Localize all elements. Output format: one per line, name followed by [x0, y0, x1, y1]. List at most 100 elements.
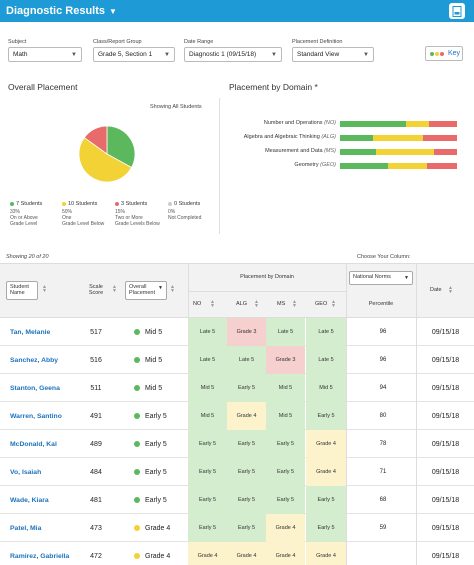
table-header: Student Name ▲ ▼ Scale Score ▲ ▼ Overall P…	[0, 263, 474, 319]
placement-dot	[134, 525, 140, 531]
showing-all-students: Showing All Students	[150, 104, 202, 110]
scale-score: 489	[90, 440, 102, 448]
class-select[interactable]: Grade 5, Section 1 ▼	[93, 47, 175, 62]
student-name-link[interactable]: Vo, Isaiah	[10, 468, 42, 476]
chevron-down-icon: ▼	[71, 52, 77, 58]
alg-header[interactable]: ALG	[236, 301, 248, 307]
key-dot-yellow	[435, 51, 439, 56]
norms-select[interactable]: National Norms ▼	[349, 271, 413, 285]
domain-cell-ms: Grade 4	[266, 542, 305, 565]
placement-value: Grade 4	[145, 552, 171, 560]
overall-placement-title: Overall Placement	[8, 82, 78, 92]
domain-cell-no: Mid 5	[188, 402, 227, 430]
print-button[interactable]	[449, 3, 465, 19]
domain-cell-alg: Late 5	[227, 346, 266, 374]
date-value: 09/15/18	[431, 440, 460, 448]
table-row[interactable]: Sanchez, Abby 516 Mid 5 Late 5 Late 5 Grade 3…	[0, 346, 474, 374]
domain-abbr: (MS)	[324, 148, 336, 154]
student-name-header[interactable]: Student Name	[6, 281, 38, 300]
key-button[interactable]: Key	[425, 46, 463, 61]
legend-count: 10 Students	[68, 201, 98, 207]
subject-select[interactable]: Math ▼	[8, 47, 82, 62]
table-row[interactable]: Warren, Santino 491 Early 5 Mid 5 Grade 4 Mid…	[0, 402, 474, 430]
date-header[interactable]: Date	[430, 287, 442, 293]
domain-bar-red	[426, 163, 457, 169]
column-divider	[346, 264, 347, 319]
student-name-link[interactable]: Warren, Santino	[10, 412, 62, 420]
student-name-link[interactable]: Tan, Melanie	[10, 328, 51, 336]
table-row[interactable]: Vo, Isaiah 484 Early 5 Early 5 Early 5 Early …	[0, 458, 474, 486]
domain-cell-geo: Mid 5	[306, 374, 346, 402]
sort-icon[interactable]: ▲ ▼	[292, 299, 297, 309]
showing-count: Showing 20 of 20	[6, 254, 49, 260]
print-icon	[452, 5, 462, 17]
sort-icon[interactable]: ▲ ▼	[254, 299, 259, 309]
sort-icon[interactable]: ▲ ▼	[448, 285, 453, 295]
domain-bar	[340, 121, 457, 127]
domain-cell-alg: Early 5	[227, 486, 266, 514]
domain-label: Geometry (GEO)	[294, 162, 336, 168]
sort-icon[interactable]: ▲ ▼	[42, 284, 47, 294]
student-name-link[interactable]: Patel, Mia	[10, 524, 42, 532]
geo-header[interactable]: GEO	[315, 301, 328, 307]
domain-cell-no: Early 5	[188, 486, 227, 514]
percentile-value: 59	[379, 525, 387, 531]
legend-desc: Not Completed	[168, 215, 202, 221]
legend-desc: Grade Levels Below	[115, 221, 160, 227]
domain-cell-ms: Early 5	[266, 458, 305, 486]
legend-not-completed: 0 Students 0% Not Completed	[168, 201, 201, 221]
table-row[interactable]: Patel, Mia 473 Grade 4 Early 5 Early 5 Grade …	[0, 514, 474, 542]
table-row[interactable]: Ramirez, Gabriella 472 Grade 4 Grade 4 Grade…	[0, 542, 474, 565]
subject-value: Math	[13, 51, 28, 58]
domain-cell-ms: Grade 4	[266, 514, 305, 542]
sort-icon[interactable]: ▲ ▼	[331, 299, 336, 309]
domain-bar-red	[433, 149, 457, 155]
student-name-link[interactable]: Stanton, Geena	[10, 384, 60, 392]
domain-cell-alg: Early 5	[227, 514, 266, 542]
scale-score-header[interactable]: Scale Score	[88, 284, 104, 296]
student-name-link[interactable]: Wade, Kiara	[10, 496, 49, 504]
sort-icon[interactable]: ▲ ▼	[112, 284, 117, 294]
domain-cell-alg: Grade 3	[227, 318, 266, 346]
student-name-link[interactable]: McDonald, Kal	[10, 440, 57, 448]
no-header[interactable]: NO	[193, 301, 202, 307]
class-label: Class/Report Group	[93, 39, 142, 45]
domain-name: Number and Operations	[263, 120, 323, 126]
table-row[interactable]: McDonald, Kal 489 Early 5 Early 5 Early 5 Ear…	[0, 430, 474, 458]
date-range-select[interactable]: Diagnostic 1 (09/15/18) ▼	[184, 47, 282, 62]
chevron-down-icon: ▼	[158, 285, 163, 291]
domain-bar-green	[340, 163, 388, 169]
domain-bar-green	[340, 121, 406, 127]
overall-placement-header[interactable]: Overall Placement ▼	[125, 281, 167, 300]
scale-score: 472	[90, 552, 102, 560]
placement-definition-value: Standard View	[297, 51, 340, 58]
placement-by-domain-title: Placement by Domain *	[229, 82, 318, 92]
placement-definition-select[interactable]: Standard View ▼	[292, 47, 374, 62]
overall-placement: Early 5	[134, 402, 167, 430]
legend-on-grade: 7 Students 33% On or Above Grade Level	[10, 201, 42, 227]
student-name-link[interactable]: Sanchez, Abby	[10, 356, 59, 364]
placement-dot	[134, 329, 140, 335]
domain-cell-geo: Late 5	[306, 346, 346, 374]
domain-bar-yellow	[405, 121, 429, 127]
percentile-header[interactable]: Percentile	[368, 301, 394, 307]
header-divider	[188, 291, 346, 292]
legend-dot	[168, 202, 172, 206]
percentile-value: 96	[379, 329, 387, 335]
sort-icon[interactable]: ▲ ▼	[170, 284, 175, 294]
percentile-value: 94	[379, 385, 387, 391]
pie-slice	[106, 126, 135, 169]
overall-placement: Early 5	[134, 430, 167, 458]
legend-dot	[115, 202, 119, 206]
table-row[interactable]: Wade, Kiara 481 Early 5 Early 5 Early 5 Early…	[0, 486, 474, 514]
domain-cell-geo: Early 5	[306, 486, 346, 514]
sort-icon[interactable]: ▲ ▼	[210, 299, 215, 309]
date-range-label: Date Range	[184, 39, 214, 45]
legend-desc: One	[62, 215, 72, 221]
chevron-down-icon[interactable]: ▼	[109, 6, 117, 16]
domain-bar-red	[423, 135, 457, 141]
student-name-link[interactable]: Ramirez, Gabriella	[10, 552, 70, 560]
ms-header[interactable]: MS	[277, 301, 286, 307]
